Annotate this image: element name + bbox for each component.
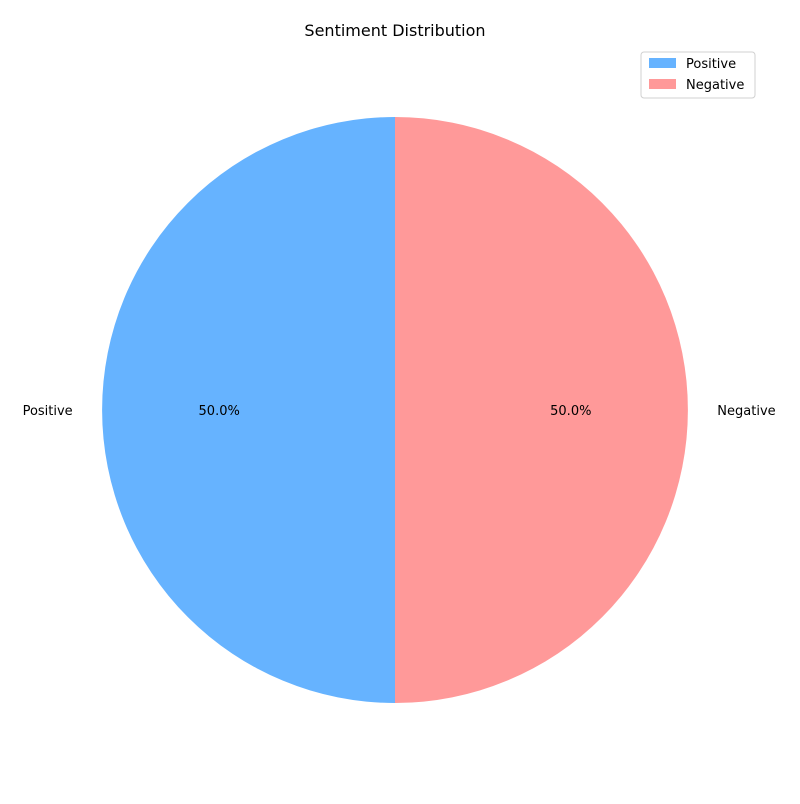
slice-label-negative: Negative [717, 404, 775, 419]
pie-labels: Positive 50.0% Negative 50.0% [23, 404, 776, 419]
legend: Positive Negative [640, 51, 756, 99]
slice-percent-positive: 50.0% [199, 404, 240, 419]
legend-swatch-positive [649, 58, 676, 68]
slice-percent-negative: 50.0% [550, 404, 591, 419]
pie-slices [102, 117, 688, 703]
legend-label-positive: Positive [686, 57, 736, 72]
chart-title: Sentiment Distribution [304, 21, 485, 40]
pie-slice-positive [102, 117, 396, 703]
pie-slice-negative [395, 117, 688, 703]
slice-label-positive: Positive [23, 404, 73, 419]
legend-label-negative: Negative [686, 78, 744, 93]
legend-swatch-negative [649, 79, 676, 89]
